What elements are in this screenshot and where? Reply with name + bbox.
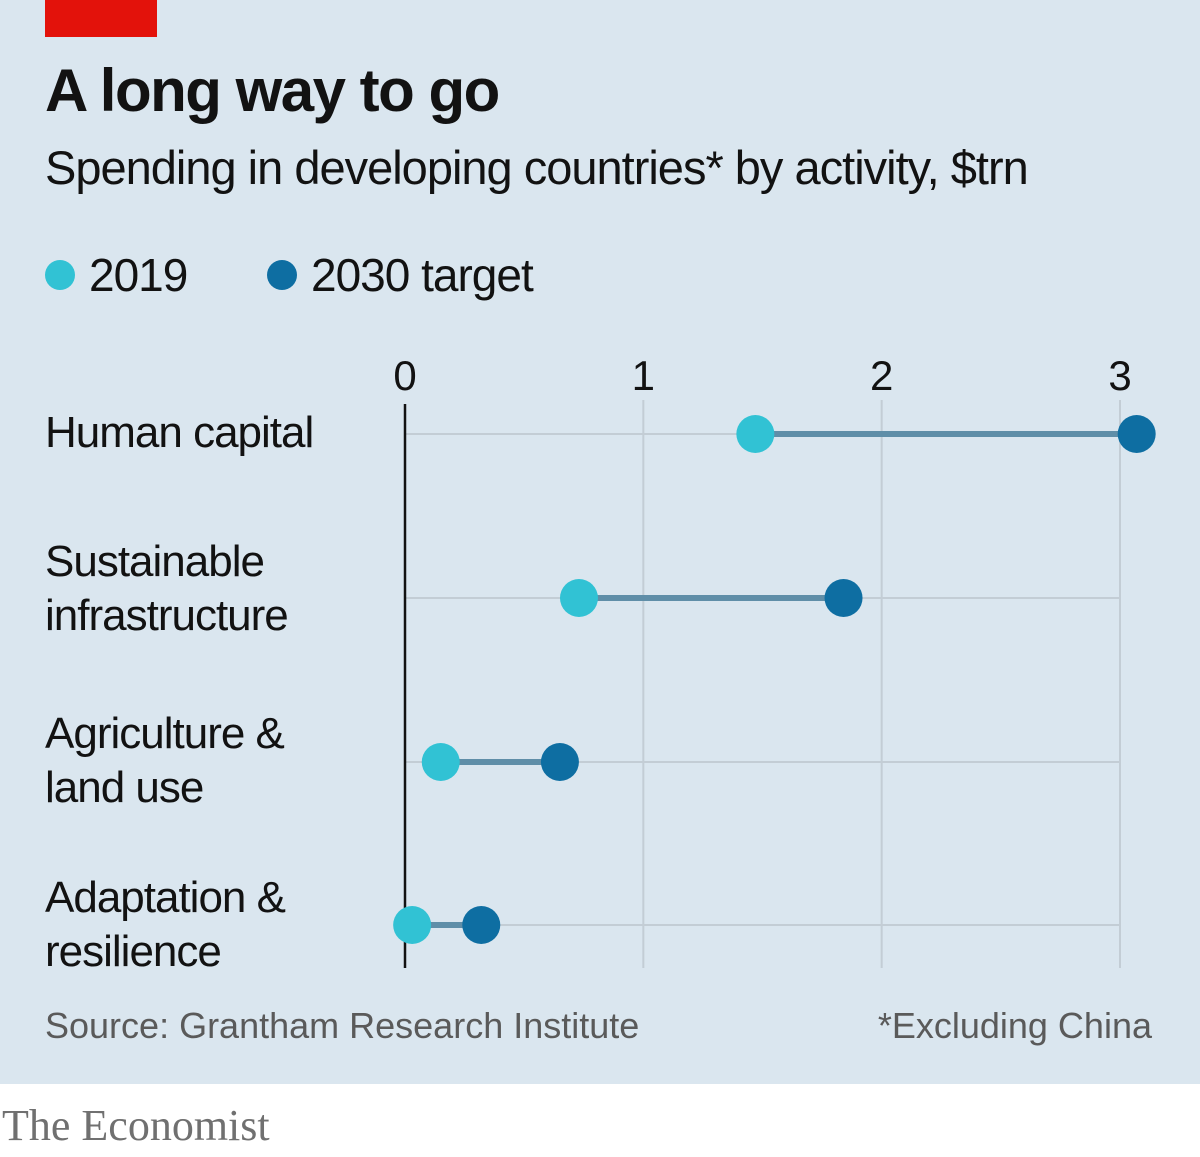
publisher-wordmark: The Economist bbox=[2, 1101, 270, 1150]
legend-marker-2019 bbox=[45, 260, 75, 290]
category-label-line: Adaptation & bbox=[45, 873, 286, 922]
legend-item-2019: 2019 bbox=[45, 248, 188, 302]
category-label-line: Human capital bbox=[45, 408, 314, 457]
legend-label-2019: 2019 bbox=[89, 249, 188, 301]
chart-subtitle: Spending in developing countries* by act… bbox=[45, 141, 1029, 194]
category-label-line: resilience bbox=[45, 927, 222, 976]
point-2030-target bbox=[824, 579, 863, 617]
point-2030-target bbox=[540, 743, 579, 781]
point-2019 bbox=[559, 579, 598, 617]
point-2019 bbox=[736, 415, 775, 453]
x-tick-label: 3 bbox=[1108, 352, 1131, 399]
point-2019 bbox=[393, 906, 432, 944]
point-2030-target bbox=[462, 906, 501, 944]
category-label-sustainable-infrastructure: Sustainable infrastructure bbox=[45, 535, 289, 643]
category-label-line: Sustainable bbox=[45, 537, 265, 586]
x-tick-label: 0 bbox=[393, 352, 416, 399]
chart-title: A long way to go bbox=[45, 57, 500, 124]
category-label-line: land use bbox=[45, 763, 204, 812]
category-label-line: Agriculture & bbox=[45, 709, 285, 758]
point-2030-target bbox=[1117, 415, 1156, 453]
legend-item-2030-target: 2030 target bbox=[267, 248, 534, 302]
brand-red-tag bbox=[45, 0, 157, 37]
category-label-line: infrastructure bbox=[45, 591, 289, 640]
category-label-human-capital: Human capital bbox=[45, 406, 314, 460]
legend-label-2030-target: 2030 target bbox=[311, 249, 534, 301]
source-note: Source: Grantham Research Institute bbox=[45, 1005, 640, 1046]
x-tick-label: 2 bbox=[870, 352, 893, 399]
point-2019 bbox=[421, 743, 460, 781]
footnote: *Excluding China bbox=[877, 1005, 1152, 1046]
category-label-adaptation-resilience: Adaptation & resilience bbox=[45, 871, 286, 979]
category-label-agriculture-land-use: Agriculture & land use bbox=[45, 707, 285, 815]
x-tick-label: 1 bbox=[632, 352, 655, 399]
dumbbell-plot: 0 1 2 3 bbox=[393, 352, 1156, 968]
legend-marker-2030-target bbox=[267, 260, 297, 290]
chart-panel bbox=[0, 0, 1200, 1084]
